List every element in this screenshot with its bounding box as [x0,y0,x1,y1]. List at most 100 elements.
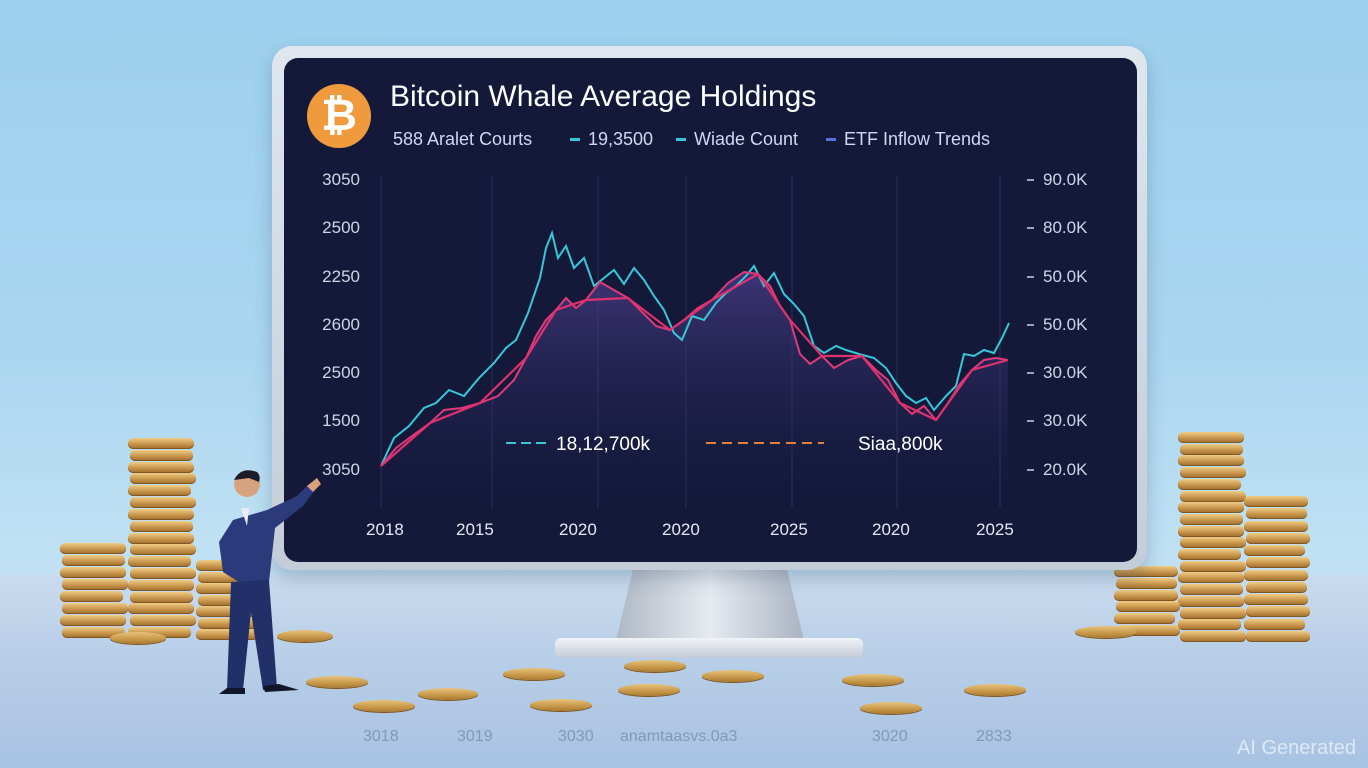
coin [62,603,128,614]
legend-swatch [826,138,836,141]
y-axis-right-tick [1027,276,1034,278]
y-axis-right-label: 50.0K [1043,267,1088,286]
coin [1180,467,1246,479]
x-axis-label: 2025 [770,520,808,539]
coin [130,591,193,603]
y-axis-left-label: 2600 [322,315,360,334]
coin [196,629,258,640]
annotation-right: Siaa,800k [858,434,943,455]
coin [1178,432,1244,443]
coin [1246,532,1310,544]
coin-stack-right-tall [1178,432,1246,642]
coin [1180,584,1243,596]
coin [860,702,922,714]
coin [1246,581,1307,593]
coin [1180,607,1246,619]
coin [1180,443,1243,455]
coin [1180,490,1246,502]
x-axis-label: 2025 [976,520,1014,539]
coin [1114,566,1178,577]
coin [1246,508,1307,520]
legend-label: 588 Aralet Courts [393,129,533,149]
legend-item: 19,3500 [570,129,653,150]
coin [353,700,415,712]
y-axis-right-label: 80.0K [1043,218,1088,237]
monitor-base [555,638,863,658]
coin [1178,478,1241,490]
coin [1244,545,1305,557]
coin [1246,606,1310,618]
legend-swatch [676,138,686,141]
coin [128,627,191,638]
reflection-text: 3019 [457,728,493,745]
y-axis-right-tick [1027,372,1034,374]
y-axis-left-label: 2250 [322,267,360,286]
coin [110,632,166,644]
coin [1246,557,1310,569]
coin [130,473,196,485]
coin [1114,589,1178,601]
chart-area [380,176,1010,508]
coin [60,591,123,602]
coin [277,630,333,642]
y-axis-left-label: 3050 [322,170,360,189]
coin [1178,549,1241,561]
reflection-text: 3018 [363,728,399,745]
y-axis-right-tick [1027,420,1034,422]
coin [530,699,592,711]
coin [128,461,194,473]
y-axis-right-tick [1027,324,1034,326]
coin [1116,601,1180,613]
coin [130,497,196,509]
coin [60,543,126,554]
coin [1178,619,1241,631]
coin-stack-left-back [128,438,196,638]
coin [128,485,191,497]
coin [964,684,1026,696]
coin [1178,455,1244,467]
coin [1180,537,1246,549]
coin [306,676,368,688]
coin-stack-right-short [1114,566,1180,636]
coin [130,520,193,532]
coin [130,544,196,556]
ai-generated-watermark: AI Generated [1237,737,1356,759]
coin [1180,513,1243,525]
coin-stack-left-front [60,543,128,638]
coin [130,615,196,627]
x-axis-label: 2018 [366,520,404,539]
coin [128,556,191,568]
x-axis-label: 2020 [559,520,597,539]
y-axis-left-label: 2500 [322,218,360,237]
y-axis-right-label: 30.0K [1043,411,1088,430]
legend-swatch [570,138,580,141]
y-axis-right-label: 90.0K [1043,170,1088,189]
coin [62,627,125,638]
chart-title: Bitcoin Whale Average Holdings [390,80,817,113]
businessman-figure [219,470,321,694]
coin [618,684,680,696]
y-axis-right-tick [1027,227,1034,229]
coin [1180,631,1246,642]
monitor-stand [615,565,805,645]
coin [1178,525,1244,537]
x-axis-label: 2020 [872,520,910,539]
legend-item: ETF Inflow Trends [826,129,990,150]
coin [1116,625,1180,636]
coin [1244,520,1308,532]
coin [60,567,126,578]
y-axis-right-label: 20.0K [1043,460,1088,479]
series-line-cyan [380,229,1010,467]
coin [62,555,125,566]
coin [128,532,194,544]
coin [1178,595,1244,607]
coin [130,449,193,461]
coin [624,660,686,672]
y-axis-right-label: 30.0K [1043,363,1088,382]
coin [418,688,478,700]
reflection-text: 3020 [872,728,908,745]
monitor-screen [284,58,1137,562]
coin [702,670,764,682]
coin [1246,631,1310,642]
coin [1075,626,1137,638]
